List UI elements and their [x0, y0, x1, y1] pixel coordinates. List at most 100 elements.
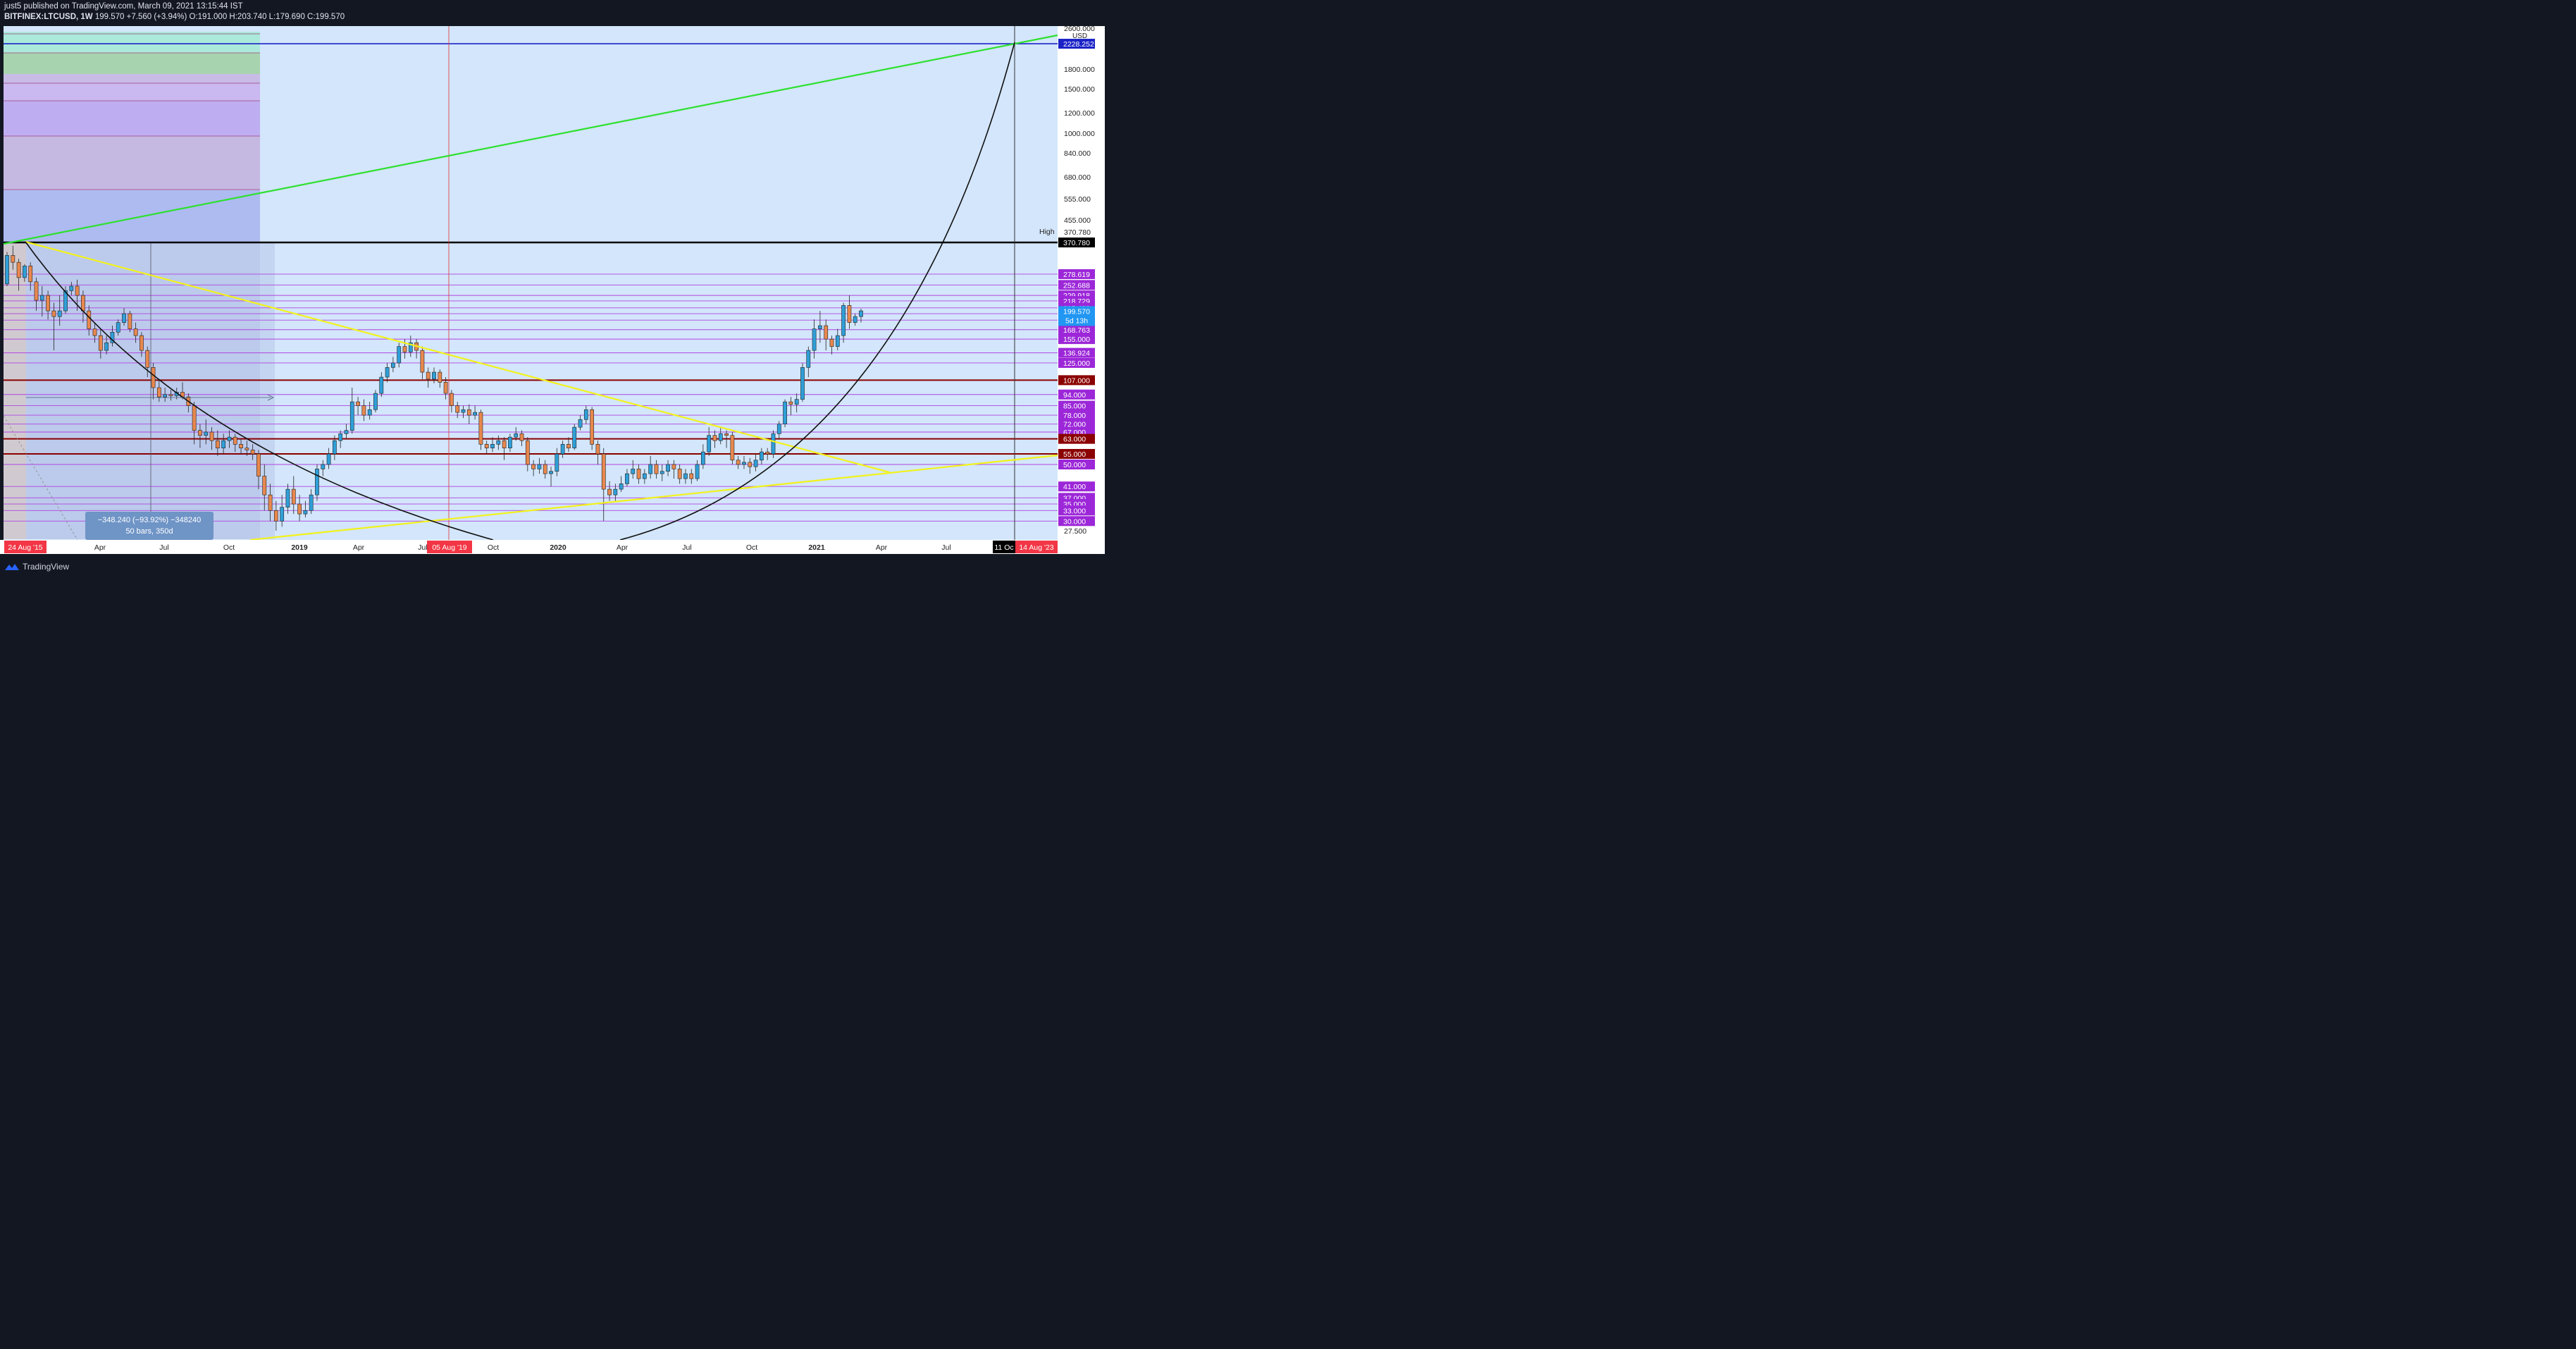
- candle-body: [613, 488, 618, 495]
- candle-body: [221, 440, 226, 448]
- candle: [455, 402, 460, 419]
- candle-body: [11, 255, 16, 263]
- tradingview-logo-icon: [5, 564, 19, 570]
- candle-body: [5, 255, 9, 285]
- candle: [800, 362, 805, 402]
- candle-body: [718, 433, 723, 441]
- candle: [771, 430, 776, 458]
- price-tag-bg: [1058, 39, 1095, 49]
- candle-body: [303, 510, 308, 515]
- candle: [239, 438, 243, 455]
- candle: [140, 332, 144, 357]
- price-tag-text: 125.000: [1063, 359, 1090, 368]
- measure-box[interactable]: −348.240 (−93.92%) −348240 50 bars, 350d: [85, 512, 213, 540]
- candle: [712, 430, 717, 448]
- time-tick-label: Oct: [746, 543, 757, 552]
- candle-body: [209, 431, 214, 441]
- candle-body: [484, 444, 489, 448]
- candle-body: [443, 382, 448, 394]
- footer[interactable]: TradingView: [4, 562, 69, 572]
- price-axis-tag: 155.000: [1058, 334, 1095, 345]
- date-tag-text: 05 Aug '19: [432, 543, 466, 552]
- price-tick-label: 1000.000: [1064, 130, 1095, 138]
- candle: [461, 405, 466, 419]
- candle: [519, 430, 524, 446]
- candle-body: [156, 387, 161, 398]
- price-tick-label: 1800.000: [1064, 66, 1095, 74]
- last-price: 199.570: [94, 13, 125, 21]
- candle: [110, 326, 115, 347]
- price-axis-tag: 252.688: [1058, 280, 1095, 290]
- fib-band: [4, 243, 26, 539]
- fib-band: [4, 83, 260, 101]
- candle-body: [788, 401, 793, 405]
- candle-body: [192, 405, 197, 431]
- fib-band: [4, 243, 275, 539]
- candle: [508, 433, 512, 452]
- candle-body: [519, 433, 524, 441]
- candle-body: [631, 469, 636, 474]
- candle: [537, 457, 542, 474]
- candle: [227, 430, 232, 448]
- price-tag-text: 78.000: [1063, 412, 1086, 420]
- yellow-trendline: [249, 454, 1058, 541]
- candle-body: [426, 371, 431, 380]
- candle-body: [204, 431, 209, 436]
- candle: [583, 405, 588, 424]
- candle-body: [478, 412, 483, 445]
- candle-body: [724, 433, 729, 436]
- candle: [595, 441, 600, 465]
- price-axis-tag: 125.000: [1058, 357, 1095, 368]
- candle-body: [420, 350, 425, 373]
- price-axis-tag: 72.000: [1058, 419, 1095, 429]
- candle-body: [104, 342, 109, 351]
- candle-body: [116, 322, 120, 333]
- candle: [824, 319, 829, 351]
- candle-body: [648, 464, 653, 474]
- candle-body: [671, 464, 676, 469]
- candle-body: [28, 266, 33, 283]
- price-tag-text: 30.000: [1063, 517, 1086, 526]
- price-axis-tag: 30.000: [1058, 516, 1095, 526]
- candle-body: [285, 488, 290, 507]
- ohlc-values: O:191.000 H:203.740 L:179.690 C:199.570: [189, 13, 345, 21]
- candle-body: [98, 335, 103, 351]
- candle-body: [695, 464, 700, 479]
- candle: [724, 430, 729, 448]
- candle: [133, 322, 138, 343]
- last-price-bg: [1058, 306, 1095, 326]
- candle: [16, 259, 21, 291]
- candle-body: [607, 488, 612, 495]
- time-tick-label: Apr: [353, 543, 365, 552]
- candle-body: [51, 310, 56, 317]
- candle: [730, 431, 735, 465]
- candle: [151, 362, 156, 400]
- price-tag-text: 55.000: [1063, 450, 1086, 459]
- price-chart[interactable]: 2600.000 1800.000 1500.000 1200.000 1000.000…: [0, 0, 1105, 579]
- candle: [578, 415, 583, 431]
- candle: [344, 424, 349, 439]
- candle: [631, 460, 636, 479]
- chart-header: just5 published on TradingView.com, Marc…: [4, 1, 345, 23]
- candle-body: [502, 440, 507, 448]
- candle: [57, 295, 62, 326]
- candle: [560, 441, 565, 458]
- symbol-name[interactable]: BITFINEX:LTCUSD, 1W: [4, 13, 93, 21]
- arrow-head-icon: [267, 394, 274, 401]
- candle: [549, 467, 553, 487]
- candle-body: [344, 430, 349, 434]
- price-axis-tag: 168.763: [1058, 324, 1095, 335]
- date-tag: 24 Aug '15: [4, 541, 47, 553]
- candle-body: [555, 453, 559, 472]
- candle: [736, 455, 741, 469]
- date-tag-text: 11 Oc: [994, 543, 1013, 552]
- candle: [63, 285, 68, 314]
- candle-body: [87, 310, 92, 329]
- price-tick-label: 370.780: [1064, 228, 1091, 237]
- candle-body: [654, 464, 659, 474]
- candle: [555, 448, 559, 476]
- candle: [700, 444, 705, 469]
- fib-band: [4, 136, 260, 190]
- candle: [654, 460, 659, 479]
